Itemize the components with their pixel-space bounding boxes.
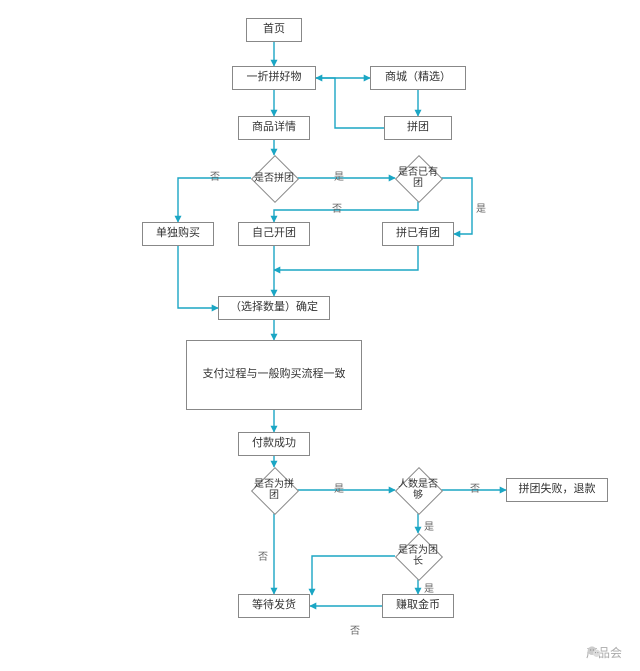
node-home: 首页: [246, 18, 302, 42]
node-open_group: 自己开团: [238, 222, 310, 246]
node-is_pin: 是否拼团: [258, 162, 290, 194]
node-buy_alone: 单独购买: [142, 222, 214, 246]
edge-label-9: 是: [476, 200, 486, 215]
node-discount: 一折拼好物: [232, 66, 316, 90]
edge-10: [178, 246, 218, 308]
edge-label-20: 否: [258, 548, 268, 563]
node-confirm: （选择数量）确定: [218, 296, 330, 320]
edge-label-16: 是: [334, 480, 344, 495]
wechat-icon: [586, 644, 602, 660]
edge-label-22: 否: [350, 622, 360, 637]
edge-label-6: 否: [210, 168, 220, 183]
edge-label-8: 否: [332, 200, 342, 215]
node-earn_coin: 赚取金币: [382, 594, 454, 618]
node-pay_flow: 支付过程与一般购买流程一致: [186, 340, 362, 410]
node-enough: 人数是否够: [402, 474, 434, 506]
edge-8: [274, 201, 418, 222]
node-pintuan_top: 拼团: [384, 116, 452, 140]
edge-label-18: 是: [424, 518, 434, 533]
edge-label-17: 否: [470, 480, 480, 495]
node-is_leader: 是否为团长: [402, 540, 434, 572]
edges-layer: [0, 0, 640, 671]
node-pay_ok: 付款成功: [238, 432, 310, 456]
node-is_pin2: 是否为拼团: [258, 474, 290, 506]
flowchart-canvas: 首页一折拼好物 商城（精选） 拼团 商品详情是否拼团 是否已有团单独购买自己开团 拼已有团…: [0, 0, 640, 671]
node-fail_refund: 拼团失败，退款: [506, 478, 608, 502]
node-wait_ship: 等待发货: [238, 594, 310, 618]
edge-label-7: 是: [334, 168, 344, 183]
node-has_group: 是否已有团: [402, 162, 434, 194]
footer-brand: 产品会: [586, 644, 622, 661]
node-join_group: 拼已有团: [382, 222, 454, 246]
edge-22: [312, 556, 395, 595]
edge-label-19: 是: [424, 580, 434, 595]
node-mall: 商城（精选）: [370, 66, 466, 90]
node-detail: 商品详情: [238, 116, 310, 140]
edge-12: [274, 246, 418, 270]
edge-6: [178, 178, 251, 222]
